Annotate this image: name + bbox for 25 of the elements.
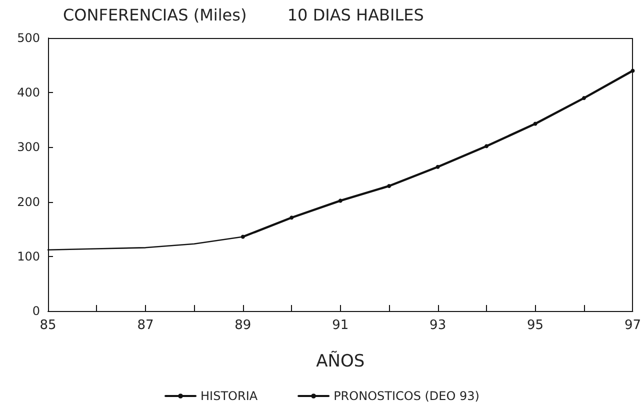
point: [484, 144, 489, 148]
x-tick-label: 85: [40, 318, 56, 333]
x-tick-label: 93: [430, 318, 446, 333]
point: [290, 216, 294, 220]
point: [533, 122, 538, 126]
y-tick-label: 200: [17, 194, 40, 209]
point: [387, 184, 392, 188]
point: [240, 234, 245, 239]
x-tick-label: 87: [137, 318, 154, 333]
point: [436, 164, 440, 169]
y-tick-label: 0: [32, 304, 40, 318]
x-tick-label: 89: [234, 318, 252, 333]
chart-title: CONFERENCIAS (Miles) 10 DIAS HABILES: [63, 6, 424, 24]
x-tick-label: 91: [332, 318, 349, 333]
y-tick-label: 400: [17, 86, 40, 100]
x-tick-label: 97: [624, 318, 641, 333]
y-tick-label: 300: [17, 140, 40, 154]
point: [338, 198, 342, 203]
x-axis-title: AÑOS: [316, 350, 365, 372]
y-tick-label: 100: [17, 249, 40, 264]
y-tick-label: 500: [17, 31, 40, 45]
x-tick-label: 95: [527, 318, 544, 333]
point: [582, 96, 586, 100]
legend-label: PRONOSTICOS (DEO 93): [334, 389, 480, 403]
legend-label: HISTORIA: [200, 389, 258, 403]
